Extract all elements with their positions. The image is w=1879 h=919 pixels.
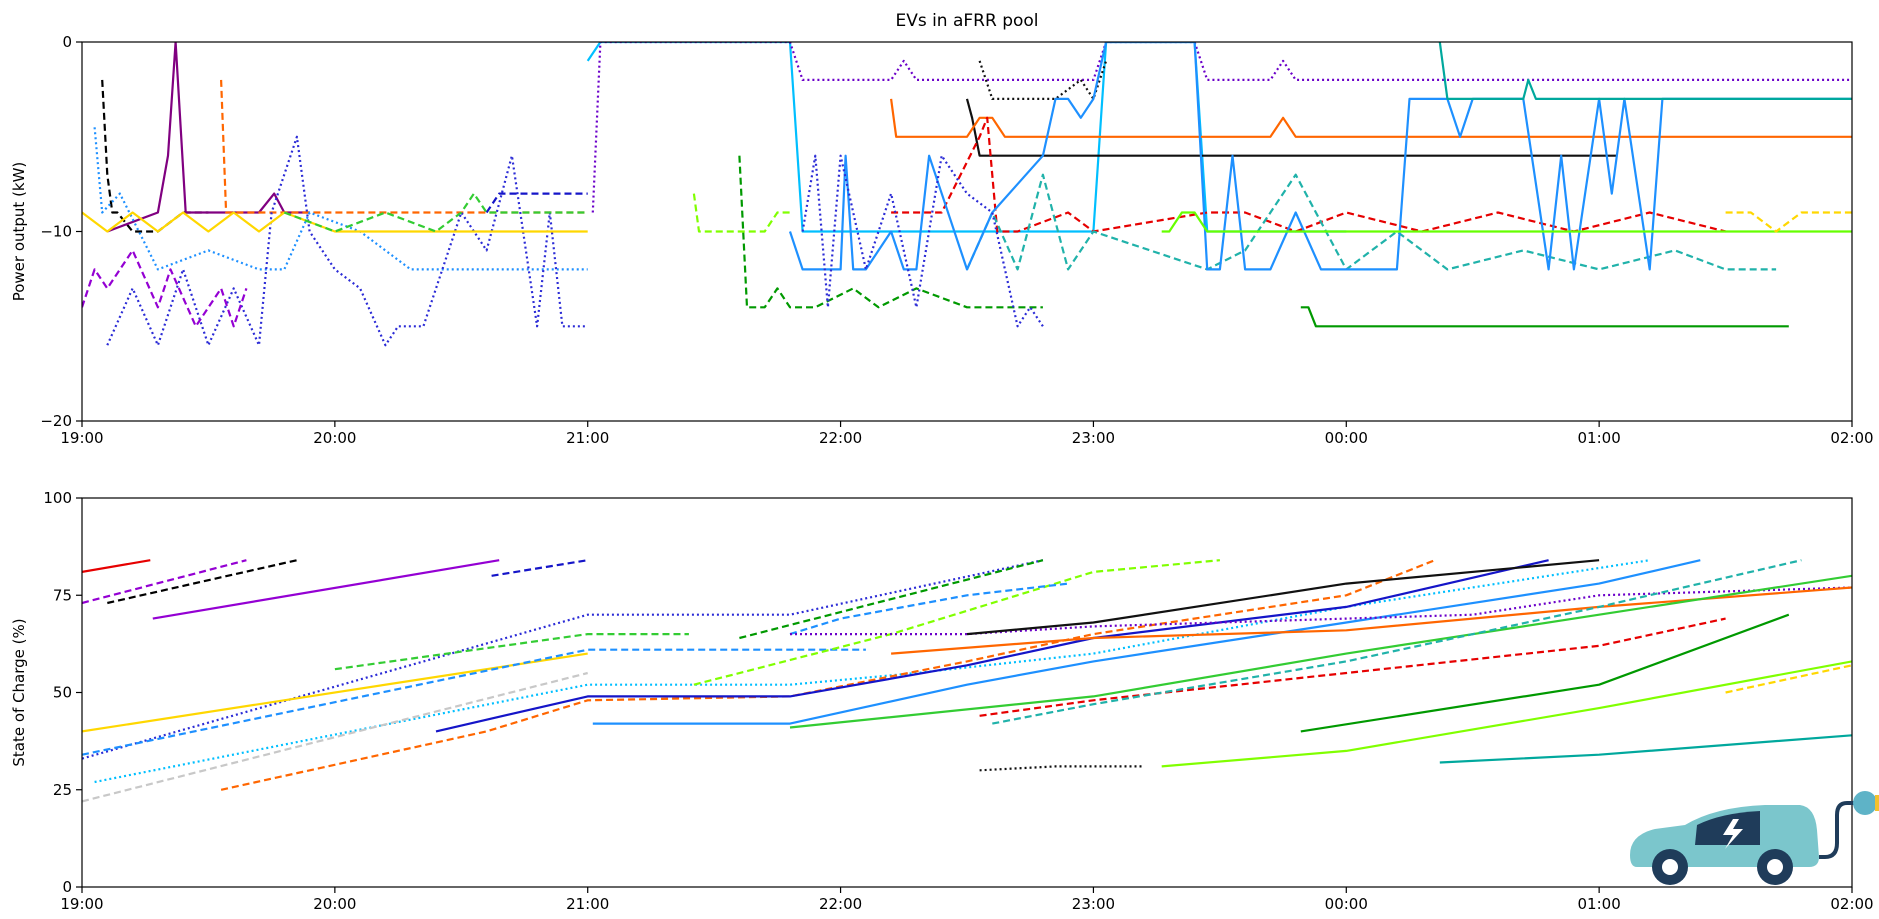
series-line-5: [82, 559, 1044, 760]
series-line-22: [992, 559, 1802, 725]
series-line-16: [692, 193, 790, 233]
series-line-3: [93, 127, 588, 271]
series-line-15: [738, 155, 1043, 309]
series-line-1: [82, 559, 247, 605]
y-axis-label: State of Charge (%): [10, 618, 28, 766]
y-tick-label: 0: [62, 33, 72, 51]
series-line-10: [591, 42, 1852, 213]
y-axis-label: Power output (kW): [10, 162, 28, 302]
series-line-6: [82, 249, 248, 328]
series-line-21: [1300, 306, 1789, 328]
x-tick-label: 01:00: [1578, 429, 1621, 447]
x-tick-label: 21:00: [566, 429, 609, 447]
y-tick-label: 50: [53, 684, 72, 702]
series-line-20: [1438, 42, 1852, 101]
y-tick-label: 75: [53, 586, 72, 604]
series-line-0: [101, 79, 209, 233]
series-line-10: [82, 671, 588, 803]
series-line-20: [789, 574, 1852, 729]
series-line-18: [966, 559, 1600, 636]
x-tick-label: 02:00: [1830, 429, 1873, 447]
chart-title: EVs in aFRR pool: [895, 11, 1038, 31]
x-tick-label: 20:00: [313, 429, 356, 447]
series-line-2: [107, 559, 298, 605]
series-line-9: [94, 559, 1650, 784]
x-tick-label: 22:00: [819, 895, 862, 913]
series-line-19: [801, 154, 1044, 328]
series-line-0: [82, 559, 151, 573]
y-tick-label: −20: [40, 412, 72, 430]
x-tick-label: 20:00: [313, 895, 356, 913]
series-line-25: [1725, 664, 1852, 694]
series-line-21: [979, 617, 1726, 717]
x-tick-label: 01:00: [1578, 895, 1621, 913]
series-line-16: [789, 582, 1069, 636]
series-line-23: [1300, 613, 1790, 733]
series-line-15: [693, 559, 1221, 686]
x-tick-label: 19:00: [60, 895, 103, 913]
electric-car-icon: [1630, 791, 1879, 885]
series-line-11: [220, 559, 1436, 791]
series-line-5: [485, 192, 588, 214]
x-tick-label: 22:00: [819, 429, 862, 447]
state-of-charge-axes: 0 25 50 75 100 19:00 20:00 21:00 22:00 23:00 00:00…: [10, 489, 1874, 913]
x-tick-label: 19:00: [60, 429, 103, 447]
x-tick-label: 21:00: [566, 895, 609, 913]
y-tick-label: 0: [62, 878, 72, 896]
series-line-17: [965, 173, 1777, 271]
series-line-24: [1161, 660, 1852, 768]
series-line-22: [1161, 211, 1852, 233]
y-tick-label: 25: [53, 781, 72, 799]
series-line-23: [1725, 211, 1852, 233]
series-line-4: [491, 559, 588, 577]
series-line-11: [978, 60, 1108, 101]
series-group: [82, 559, 1852, 803]
series-line-6: [334, 632, 689, 671]
x-tick-label: 23:00: [1072, 895, 1115, 913]
x-tick-label: 23:00: [1072, 429, 1115, 447]
series-line-12: [965, 98, 1617, 157]
series-line-7: [82, 211, 588, 233]
series-line-8: [283, 192, 588, 233]
plot-frame: [81, 497, 1853, 888]
x-tick-label: 00:00: [1325, 429, 1368, 447]
series-line-13: [890, 98, 1852, 138]
series-line-26: [1439, 734, 1852, 764]
series-line-18: [788, 42, 1852, 271]
series-line-13: [592, 559, 1701, 725]
series-line-3: [152, 559, 500, 620]
series-line-8: [82, 648, 866, 756]
series-line-14: [891, 116, 1726, 233]
series-line-19: [891, 586, 1852, 655]
y-tick-label: 100: [43, 489, 72, 507]
series-line-12: [435, 559, 1549, 733]
series-line-2: [220, 79, 588, 214]
y-tick-label: −10: [40, 223, 72, 241]
series-group: [82, 42, 1852, 347]
x-tick-label: 00:00: [1325, 895, 1368, 913]
series-line-1: [106, 42, 310, 233]
series-line-14: [739, 559, 1044, 640]
series-line-27: [979, 765, 1144, 772]
series-line-4: [106, 135, 588, 347]
x-tick-label: 02:00: [1830, 895, 1873, 913]
